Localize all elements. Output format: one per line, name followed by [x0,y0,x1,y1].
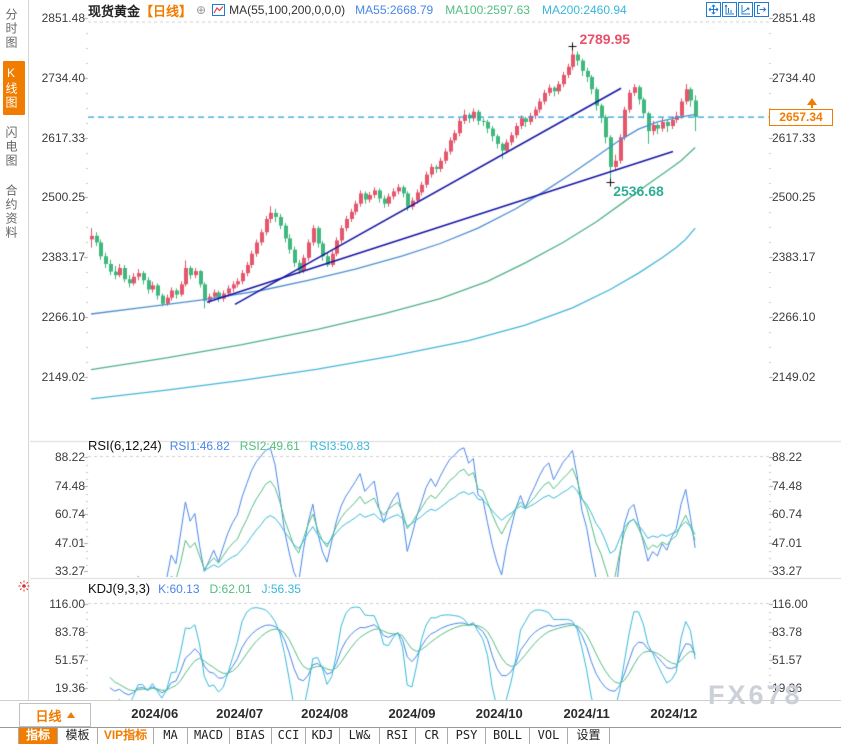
price-up-arrow-icon [807,98,817,109]
price-tick-left: 2851.48 [41,11,85,25]
kdj-tick-left: 83.78 [54,625,85,639]
toolbar-button-RSI[interactable]: RSI [380,728,416,744]
toolbar-button-LW&[interactable]: LW& [340,728,380,744]
rsi-tick-left: 74.48 [54,478,85,493]
rsi-tick-right: 88.22 [772,450,803,464]
date-axis-row: 日线 2024/06 2024/07 2024/08 2024/09 2024/10 20… [0,700,841,727]
sidebar-item-timeline[interactable]: 分时图 [4,8,18,50]
exit-arrow-icon[interactable] [754,2,769,17]
period-selector-label: 日线 [35,708,62,724]
rsi-tick-left: 33.27 [54,564,85,578]
kdj-panel-header: KDJ(9,3,3) K:60.13 D:62.01 J:56.35 [88,581,311,596]
low-price-annotation: 2536.68 [613,182,664,199]
date-label: 2024/10 [475,706,523,721]
ma55-value: MA55:2668.79 [355,3,434,17]
kdj-j-value: J:56.35 [261,581,301,596]
kdj-title: KDJ(9,3,3) [88,581,151,596]
axis-zoom-icon[interactable] [722,2,737,17]
kdj-tick-right: 19.36 [772,681,803,695]
last-price-label: 2657.34 [769,109,833,127]
price-tick-right: 2734.40 [772,70,816,85]
sidebar-item-kline[interactable]: K线图 [3,61,25,115]
toolbar-button-MA[interactable]: MA [154,728,188,744]
toolbar-button-KDJ[interactable]: KDJ [306,728,340,744]
chart-window-buttons [706,2,769,17]
toolbar-button-MACD[interactable]: MACD [188,728,230,744]
rsi-tick-right: 74.48 [772,478,803,493]
sidebar-item-contract[interactable]: 合约资料 [4,184,18,240]
rsi-tick-left: 60.74 [54,507,85,521]
price-tick-right: 2500.25 [772,190,816,205]
toolbar-button-btn14[interactable]: 设置 [568,728,610,744]
sidebar: 分时图 K线图闪电图合约资料 [0,0,29,700]
price-tick-right: 2851.48 [772,11,816,25]
mini-chart-icon [212,4,226,16]
date-label: 2024/08 [301,706,349,721]
kdj-tick-left: 51.57 [54,653,85,667]
kdj-tick-right: 116.00 [772,597,808,611]
ma-settings-label: MA(55,100,200,0,0,0) [229,3,346,17]
kdj-d-value: D:62.01 [209,581,252,596]
settings-gear-icon[interactable] [18,580,30,592]
date-label: 2024/09 [388,706,436,721]
toolbar-button-PSY[interactable]: PSY [448,728,486,744]
chevron-up-icon [66,712,75,718]
rsi2-value: RSI2:49.61 [239,438,300,453]
price-tick-left: 2383.17 [41,250,85,265]
chart-header: 现货黄金 【日线】 ⊕ MA(55,100,200,0,0,0) MA55:26… [88,2,639,19]
kdj-tick-left: 116.00 [49,597,85,611]
toolbar-button-BOLL[interactable]: BOLL [486,728,530,744]
rsi-panel-header: RSI(6,12,24) RSI1:46.82 RSI2:49.61 RSI3:… [88,438,380,453]
kdj-tick-right: 51.57 [772,653,803,667]
toolbar-button-VIP[interactable]: VIP指标 [98,728,154,744]
ma100-value: MA100:2597.63 [445,3,530,17]
price-tick-right: 2383.17 [772,250,816,265]
rsi-tick-right: 60.74 [772,507,803,521]
sidebar-item-lightning[interactable]: 闪电图 [4,126,18,168]
price-tick-right: 2266.10 [772,310,816,324]
indicator-toolbar: 指标 模板 VIP指标 MA MACD BIAS CCI KDJ LW& RSI CR PSY BOLL… [0,727,841,744]
toolbar-button-template[interactable]: 模板 [58,728,98,744]
price-tick-left: 2266.10 [41,310,85,324]
toolbar-button-indicator[interactable]: 指标 [19,728,58,744]
price-tick-left: 2149.02 [41,369,85,384]
price-tick-right: 2149.02 [772,369,816,384]
toolbar-button-CR[interactable]: CR [416,728,448,744]
period-selector-button[interactable]: 日线 [19,703,91,727]
rsi-tick-right: 47.01 [772,535,803,550]
rsi-tick-left: 88.22 [54,450,85,464]
toolbar-filler [610,728,841,744]
rsi1-value: RSI1:46.82 [169,438,230,453]
price-tick-left: 2500.25 [41,190,85,205]
symbol-name: 现货黄金 [88,3,141,19]
date-label: 2024/11 [563,706,610,721]
axis-trend-icon[interactable] [738,2,753,17]
high-price-annotation: 2789.95 [579,31,631,48]
rsi-tick-right: 33.27 [772,564,803,578]
rsi-tick-left: 47.01 [54,535,85,550]
add-overlay-icon[interactable]: ⊕ [196,3,207,17]
toolbar-button-CCI[interactable]: CCI [272,728,306,744]
rsi3-value: RSI3:50.83 [309,438,370,453]
period-tag: 【日线】 [140,3,193,19]
date-label: 2024/07 [216,706,264,721]
kdj-tick-left: 19.36 [54,681,85,695]
watermark: FX678 [708,680,803,710]
date-label: 2024/06 [131,706,179,721]
ma200-value: MA200:2460.94 [541,3,627,17]
price-tick-right: 2617.33 [772,130,816,145]
price-tick-left: 2734.40 [41,70,85,85]
kdj-k-value: K:60.13 [158,581,200,596]
pan-crosshair-icon[interactable] [706,2,721,17]
toolbar-spacer [0,728,19,744]
toolbar-button-VOL[interactable]: VOL [530,728,568,744]
price-tick-left: 2617.33 [41,130,85,145]
toolbar-button-BIAS[interactable]: BIAS [230,728,272,744]
date-label: 2024/12 [650,706,698,721]
rsi-title: RSI(6,12,24) [88,438,162,453]
kdj-tick-right: 83.78 [772,625,803,639]
